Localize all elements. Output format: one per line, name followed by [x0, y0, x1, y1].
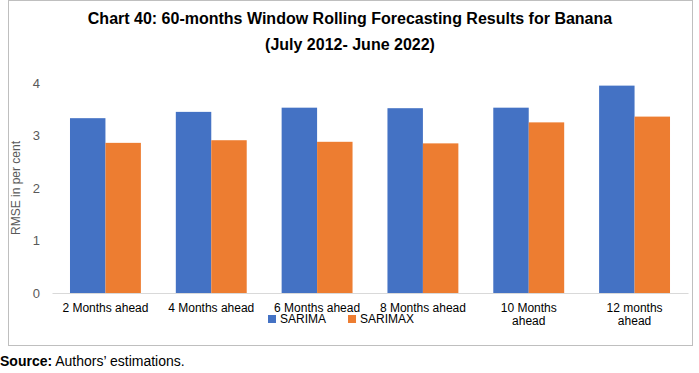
bar	[105, 143, 140, 293]
legend: SARIMA SARIMAX	[268, 312, 414, 326]
y-tick-label: 3	[33, 128, 40, 143]
y-tick: 3	[33, 128, 52, 143]
bar	[529, 122, 564, 293]
y-tick: 1	[33, 233, 52, 248]
y-tick-label: 1	[33, 233, 40, 248]
x-tick: 10 Monthsahead	[501, 293, 557, 328]
x-tick-label: 10 Monthsahead	[501, 301, 557, 329]
bar	[493, 108, 528, 293]
subtitle: (July 2012- June 2022)	[265, 36, 435, 53]
y-axis: 0 1 2 3 4	[33, 76, 52, 301]
legend-label: SARIMA	[280, 312, 326, 326]
x-tick: 4 Months ahead	[168, 293, 254, 315]
legend-swatch	[268, 315, 276, 323]
y-tick-label: 4	[33, 76, 40, 91]
y-tick: 0	[33, 286, 52, 301]
legend-label: SARIMAX	[360, 312, 414, 326]
y-tick-label: 2	[33, 181, 40, 196]
chart: Chart 40: 60-months Window Rolling Forec…	[0, 0, 699, 373]
bar	[317, 142, 352, 293]
bar	[599, 86, 634, 293]
bar	[70, 118, 105, 293]
bar	[211, 140, 246, 293]
y-axis-title: RMSE in per cent	[9, 140, 23, 235]
y-tick: 2	[33, 181, 52, 196]
x-tick-label: 12 monthsahead	[607, 301, 663, 329]
x-axis: 2 Months ahead4 Months ahead6 Months ahe…	[53, 293, 689, 328]
y-tick: 4	[33, 76, 52, 91]
x-tick-label: 2 Months ahead	[62, 301, 148, 315]
x-axis-line	[53, 293, 689, 294]
x-tick-label: 4 Months ahead	[168, 301, 254, 315]
bar	[635, 117, 670, 293]
chart-frame	[9, 1, 693, 346]
title: Chart 40: 60-months Window Rolling Forec…	[88, 10, 612, 27]
y-tick-label: 0	[33, 286, 40, 301]
bar	[176, 112, 211, 293]
x-tick: 2 Months ahead	[62, 293, 148, 315]
x-tick: 12 monthsahead	[607, 293, 663, 328]
bar	[387, 108, 422, 293]
legend-swatch	[348, 315, 356, 323]
bars	[70, 86, 670, 293]
source-note: Source: Authors’ estimations.	[0, 353, 185, 369]
bar	[282, 108, 317, 293]
bar	[423, 143, 458, 293]
